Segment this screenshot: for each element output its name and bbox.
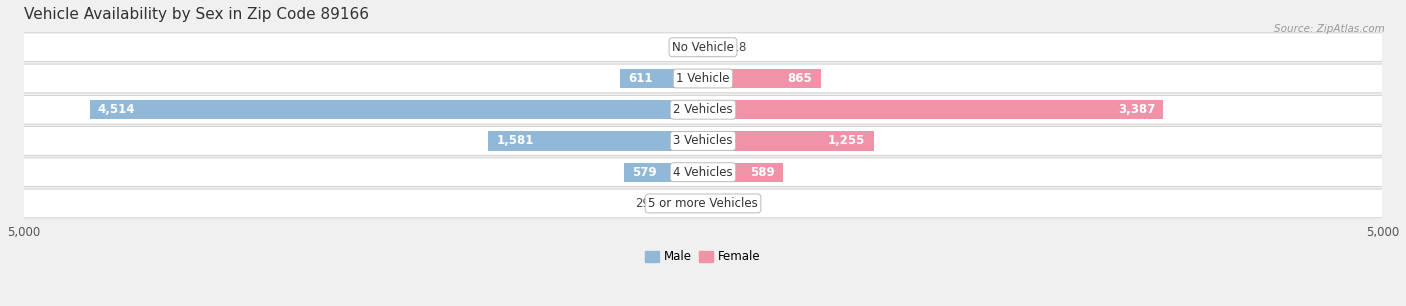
- Bar: [703, 100, 1163, 119]
- Bar: [90, 100, 703, 119]
- Bar: [703, 69, 821, 88]
- Text: Source: ZipAtlas.com: Source: ZipAtlas.com: [1274, 24, 1385, 35]
- Text: 4 Vehicles: 4 Vehicles: [673, 166, 733, 179]
- Bar: [620, 69, 703, 88]
- Text: Vehicle Availability by Sex in Zip Code 89166: Vehicle Availability by Sex in Zip Code …: [24, 7, 368, 22]
- Bar: [703, 162, 783, 182]
- Text: No Vehicle: No Vehicle: [672, 41, 734, 54]
- Bar: [703, 131, 873, 151]
- Text: 589: 589: [751, 166, 775, 179]
- Text: 1,581: 1,581: [496, 134, 534, 147]
- Text: 3,387: 3,387: [1118, 103, 1156, 116]
- Text: 77: 77: [672, 41, 688, 54]
- Text: 3 Vehicles: 3 Vehicles: [673, 134, 733, 147]
- FancyBboxPatch shape: [24, 33, 1382, 62]
- Text: 295: 295: [636, 197, 658, 210]
- Text: 118: 118: [724, 41, 747, 54]
- Text: 1,255: 1,255: [828, 134, 865, 147]
- FancyBboxPatch shape: [24, 127, 1382, 155]
- Text: 4,514: 4,514: [98, 103, 135, 116]
- Text: 405: 405: [725, 197, 749, 210]
- Text: 1 Vehicle: 1 Vehicle: [676, 72, 730, 85]
- Bar: [693, 38, 703, 57]
- FancyBboxPatch shape: [24, 158, 1382, 187]
- FancyBboxPatch shape: [24, 64, 1382, 93]
- Legend: Male, Female: Male, Female: [641, 246, 765, 268]
- Text: 2 Vehicles: 2 Vehicles: [673, 103, 733, 116]
- Bar: [624, 162, 703, 182]
- Text: 579: 579: [633, 166, 657, 179]
- Text: 865: 865: [787, 72, 813, 85]
- Bar: [488, 131, 703, 151]
- Bar: [703, 194, 758, 213]
- FancyBboxPatch shape: [24, 189, 1382, 218]
- Bar: [662, 194, 703, 213]
- FancyBboxPatch shape: [24, 95, 1382, 124]
- Text: 5 or more Vehicles: 5 or more Vehicles: [648, 197, 758, 210]
- Text: 611: 611: [628, 72, 652, 85]
- Bar: [703, 38, 718, 57]
